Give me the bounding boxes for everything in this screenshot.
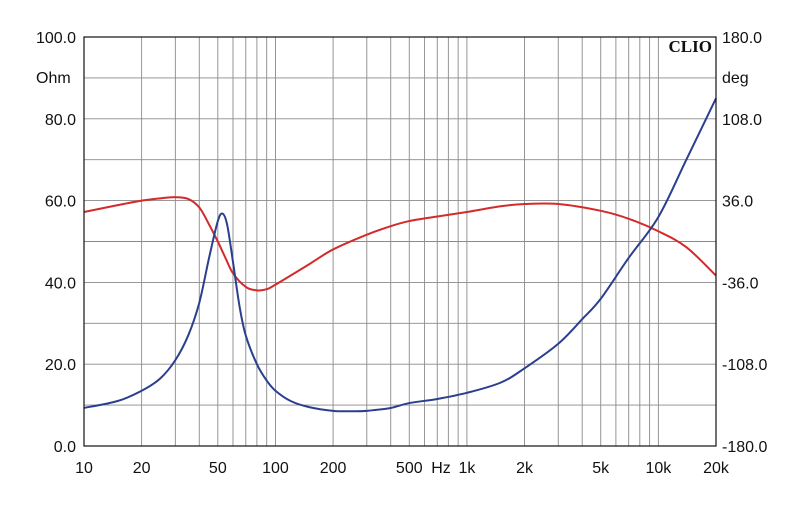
grid-lines: [83, 37, 717, 446]
impedance-curve: [83, 97, 717, 413]
x-tick-label: 20: [133, 460, 151, 477]
x-unit-label: Hz: [431, 460, 451, 477]
y-right-unit-label: deg: [722, 70, 749, 87]
clio-brand-label: CLIO: [669, 37, 712, 56]
x-tick-label: 100: [262, 460, 289, 477]
y-left-unit-label: Ohm: [36, 70, 71, 87]
y-right-tick-label: 108.0: [722, 112, 762, 129]
x-tick-label: 1k: [458, 460, 476, 477]
y-right-tick-label: 180.0: [722, 30, 762, 47]
y-left-tick-label: 40.0: [45, 275, 76, 292]
y-right-tick-label: -108.0: [722, 357, 767, 374]
y-left-tick-label: 100.0: [36, 30, 76, 47]
y-left-tick-label: 20.0: [45, 357, 76, 374]
y-left-tick-label: 80.0: [45, 112, 76, 129]
y-left-tick-label: 60.0: [45, 194, 76, 211]
x-tick-label: 50: [209, 460, 227, 477]
phase-curve: [83, 196, 717, 292]
y-right-tick-label: 36.0: [722, 194, 753, 211]
x-tick-label: 500: [396, 460, 423, 477]
plot-frame: [83, 36, 717, 447]
y-right-tick-label: -180.0: [722, 439, 767, 456]
x-tick-label: 5k: [592, 460, 610, 477]
x-tick-label: 200: [320, 460, 347, 477]
chart-curves: [83, 97, 717, 413]
x-tick-label: 20k: [703, 460, 730, 477]
x-tick-label: 10: [75, 460, 93, 477]
y-left-tick-label: 0.0: [54, 439, 76, 456]
y-right-tick-label: -36.0: [722, 275, 759, 292]
x-tick-label: 10k: [645, 460, 672, 477]
x-tick-label: 2k: [516, 460, 534, 477]
axis-labels: CLIO Ohm deg Hz 10 20 50 100 200 500 1k 2k 5k 10k…: [36, 30, 768, 477]
